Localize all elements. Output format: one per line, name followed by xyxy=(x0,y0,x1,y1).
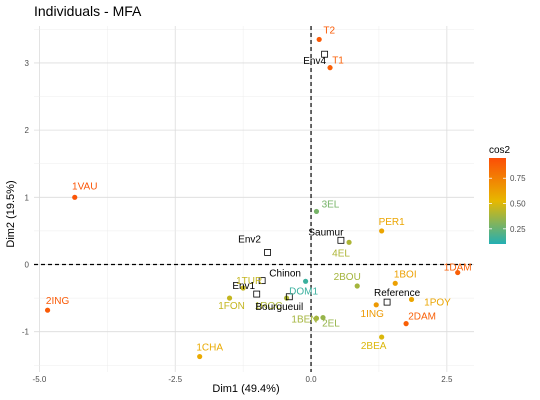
qualitative-label: Saumur xyxy=(308,227,344,238)
individual-label: 4EL xyxy=(332,248,350,259)
legend-title: cos2 xyxy=(489,145,511,156)
x-axis-title: Dim1 (49.4%) xyxy=(212,383,279,395)
qualitative-markers xyxy=(253,50,391,306)
individual-label: 3EL xyxy=(322,199,340,210)
qualitative-label: Env2 xyxy=(238,234,261,245)
individual-point xyxy=(327,65,333,71)
qualitative-label: Env1 xyxy=(232,281,255,292)
individual-point xyxy=(392,280,398,286)
individual-label: 1ROC xyxy=(255,301,283,312)
x-tick-label: -2.5 xyxy=(168,375,182,384)
individual-label: 2EL xyxy=(322,319,340,330)
individual-point xyxy=(379,334,385,340)
individual-label: 1ING xyxy=(361,309,385,320)
individual-point xyxy=(403,321,409,327)
individual-point xyxy=(303,278,309,284)
qualitative-marker xyxy=(258,277,266,285)
qualitative-label: Chinon xyxy=(269,269,301,280)
individual-point xyxy=(313,208,320,215)
legend-tick-label: 0.50 xyxy=(510,200,526,209)
y-tick-label: -1 xyxy=(22,328,30,337)
y-axis-title: Dim2 (19.5%) xyxy=(5,180,17,247)
individual-label: T2 xyxy=(323,25,335,36)
x-tick-label: 2.5 xyxy=(441,375,453,384)
individual-point xyxy=(316,36,322,43)
individual-point xyxy=(455,269,461,276)
point-labels: T2 T1 1VAU 3EL PER1 4EL 1DAM 1BOI 2BOU 1TUR DOM1 1P… xyxy=(46,25,472,353)
legend-ticks: 0.25 0.50 0.75 xyxy=(489,174,526,234)
legend-tick-label: 0.25 xyxy=(510,225,526,234)
qualitative-marker xyxy=(337,236,345,244)
y-tick-label: 3 xyxy=(25,59,30,68)
cos2-legend: cos2 0.25 0.50 0.75 xyxy=(489,145,526,244)
reference-lines xyxy=(34,26,474,372)
qualitative-label: Reference xyxy=(374,288,421,299)
individual-point xyxy=(72,194,78,200)
individual-label: 1VAU xyxy=(72,181,97,192)
individual-label: 2ING xyxy=(46,296,70,307)
individual-point xyxy=(408,296,415,303)
individual-point xyxy=(226,295,233,301)
qualitative-marker xyxy=(264,249,271,256)
individual-points xyxy=(44,36,461,360)
individual-point xyxy=(240,285,246,291)
x-tick-label: 0.0 xyxy=(305,375,317,384)
individual-point xyxy=(379,228,385,234)
individual-label: 1POY xyxy=(424,297,451,308)
individual-point xyxy=(354,283,360,289)
individual-label: 1BOI xyxy=(394,269,417,280)
individual-label: 1TUR xyxy=(236,276,262,287)
y-axis-ticks: -1 0 1 2 3 xyxy=(22,59,30,337)
individual-label: PER1 xyxy=(379,217,406,228)
chart-title: Individuals - MFA xyxy=(34,3,142,19)
individual-point xyxy=(373,302,379,308)
x-axis-ticks: -5.0 -2.5 0.0 2.5 xyxy=(33,375,453,384)
individual-point xyxy=(313,315,320,321)
individual-point xyxy=(346,239,352,245)
individual-label: DOM1 xyxy=(289,286,318,297)
individual-point xyxy=(197,353,203,360)
qualitative-marker xyxy=(285,293,293,301)
legend-colorbar xyxy=(489,158,506,244)
individual-label: 1FON xyxy=(218,301,245,312)
y-tick-label: 2 xyxy=(25,126,30,135)
individual-label: 2BOU xyxy=(334,272,361,283)
qualitative-marker xyxy=(253,290,261,298)
x-tick-label: -5.0 xyxy=(33,375,47,384)
qualitative-label: Env4 xyxy=(303,56,326,67)
individual-label: 1CHA xyxy=(196,343,223,354)
qualitative-marker xyxy=(383,298,391,306)
y-tick-label: 0 xyxy=(25,261,30,270)
individual-label: 1DAM xyxy=(444,263,472,274)
individual-label: T1 xyxy=(332,56,344,67)
individual-point xyxy=(44,307,51,313)
individual-point xyxy=(320,314,326,321)
individual-label: 2DAM xyxy=(408,312,436,323)
legend-tick-label: 0.75 xyxy=(510,174,526,183)
individual-label: 2BEA xyxy=(361,341,387,352)
qualitative-label: Bourgueuil xyxy=(255,302,303,313)
y-tick-label: 1 xyxy=(25,193,30,202)
individual-label: 1BEN xyxy=(291,314,317,325)
qualitative-marker xyxy=(321,50,329,58)
